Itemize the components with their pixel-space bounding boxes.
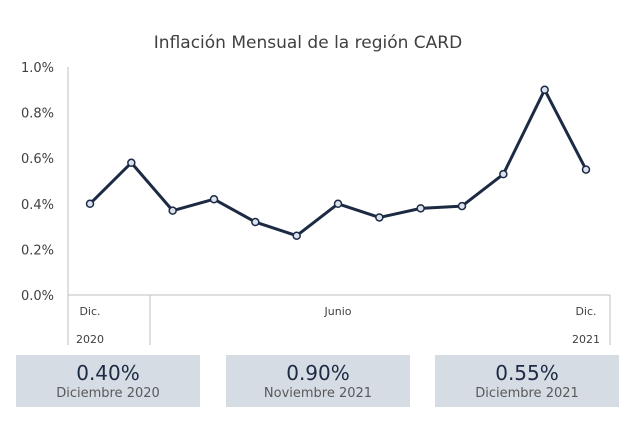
x-axis: Dic. Junio Dic. 2020 2021 xyxy=(67,294,611,346)
x-tick-label: Junio xyxy=(324,305,352,318)
data-point xyxy=(375,213,384,222)
data-point xyxy=(292,231,301,240)
x-tick-label: Dic. xyxy=(79,305,100,318)
y-tick-label: 0.2% xyxy=(21,243,54,258)
x-tick-label: Dic. xyxy=(575,305,596,318)
data-point xyxy=(85,199,95,209)
card-value: 0.90% xyxy=(286,361,350,385)
data-point xyxy=(540,85,549,95)
data-point xyxy=(209,194,219,204)
y-tick-label: 0.0% xyxy=(21,289,54,304)
plot-area xyxy=(85,85,591,240)
y-tick-label: 0.4% xyxy=(21,198,54,213)
summary-card-nov-2021: 0.90% Noviembre 2021 xyxy=(226,355,410,407)
series-line xyxy=(88,88,588,238)
data-point xyxy=(127,158,136,168)
data-point xyxy=(251,217,260,227)
card-label: Noviembre 2021 xyxy=(263,386,373,401)
card-label: Diciembre 2020 xyxy=(56,386,160,401)
x-year-label: 2020 xyxy=(76,333,104,346)
data-point xyxy=(457,201,467,211)
data-point xyxy=(499,169,508,179)
line-chart: Inflación Mensual de la región CARD 1.0%… xyxy=(21,33,611,346)
summary-card-dec-2021: 0.55% Diciembre 2021 xyxy=(435,355,619,407)
summary-card-dec-2020: 0.40% Diciembre 2020 xyxy=(16,355,200,407)
y-tick-label: 0.8% xyxy=(21,107,54,122)
card-label: Diciembre 2021 xyxy=(475,386,579,401)
x-year-label: 2021 xyxy=(572,333,600,346)
data-point xyxy=(333,199,343,209)
y-axis: 1.0% 0.8% 0.6% 0.4% 0.2% 0.0% xyxy=(21,61,69,304)
data-point xyxy=(581,165,591,174)
chart-title: Inflación Mensual de la región CARD xyxy=(154,33,462,53)
data-point xyxy=(416,204,425,213)
card-value: 0.55% xyxy=(495,361,559,385)
y-tick-label: 1.0% xyxy=(21,61,54,76)
y-tick-label: 0.6% xyxy=(21,152,54,167)
card-value: 0.40% xyxy=(76,361,140,385)
data-point xyxy=(168,206,177,215)
